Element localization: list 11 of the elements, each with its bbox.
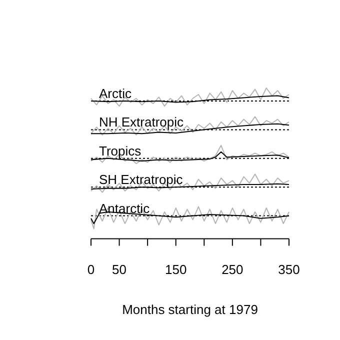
x-tick-label: 50	[112, 262, 127, 277]
x-axis-title: Months starting at 1979	[122, 302, 258, 317]
chart-title: Arctic	[99, 86, 132, 101]
x-tick-label: 250	[222, 262, 244, 277]
x-tick-label: 350	[278, 262, 300, 277]
x-tick-label: 0	[87, 262, 95, 277]
chart-title: NH Extratropic	[99, 114, 184, 130]
chart-title: Antarctic	[99, 200, 150, 216]
x-tick-label: 150	[165, 262, 187, 277]
chart-title: SH Extratropic	[99, 172, 184, 188]
chart-title: Tropics	[99, 143, 142, 158]
